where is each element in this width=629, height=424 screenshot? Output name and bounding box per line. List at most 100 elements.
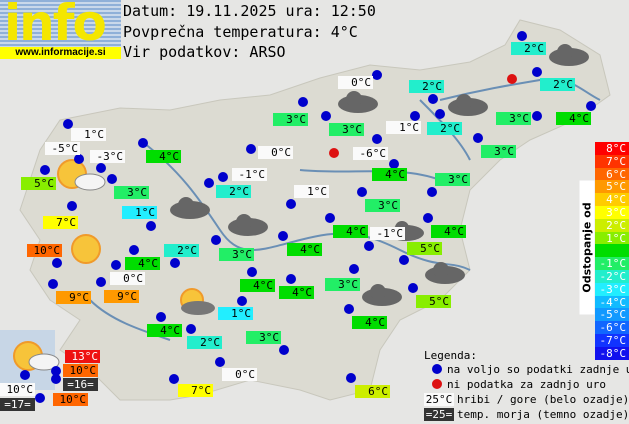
station-marker[interactable] — [51, 366, 61, 376]
site-url[interactable]: www.informacije.si — [0, 47, 121, 59]
logo: info — [0, 0, 121, 47]
station-temperature-label: 2°C — [216, 185, 251, 198]
station-marker[interactable] — [286, 274, 296, 284]
station-marker[interactable] — [278, 231, 288, 241]
scale-entry: -7°C — [595, 333, 629, 347]
legend-missing: ni podatka za zadnjo uro — [424, 378, 606, 391]
station-temperature-label: -1°C — [232, 168, 267, 181]
station-marker[interactable] — [186, 324, 196, 334]
station-marker[interactable] — [344, 304, 354, 314]
station-marker[interactable] — [96, 163, 106, 173]
station-temperature-label: 3°C — [435, 173, 470, 186]
station-marker[interactable] — [51, 374, 61, 384]
station-marker[interactable] — [325, 213, 335, 223]
station-marker[interactable] — [321, 111, 331, 121]
scale-entry: 7°C — [595, 154, 629, 168]
station-marker[interactable] — [215, 357, 225, 367]
cloud-icon — [338, 91, 378, 113]
station-marker[interactable] — [40, 165, 50, 175]
station-marker[interactable] — [35, 393, 45, 403]
station-marker[interactable] — [372, 134, 382, 144]
station-missing-marker[interactable] — [329, 148, 339, 158]
station-marker[interactable] — [346, 373, 356, 383]
legend-available-text: na voljo so podatki zadnje ure — [447, 363, 629, 376]
station-marker[interactable] — [298, 97, 308, 107]
sun-cloud-icon — [180, 288, 215, 315]
station-marker[interactable] — [357, 187, 367, 197]
station-marker[interactable] — [96, 277, 106, 287]
scale-entry: 2°C — [595, 218, 629, 232]
station-marker[interactable] — [67, 201, 77, 211]
station-marker[interactable] — [423, 213, 433, 223]
station-marker[interactable] — [218, 172, 228, 182]
station-marker[interactable] — [428, 94, 438, 104]
station-marker[interactable] — [237, 296, 247, 306]
station-temperature-label: -6°C — [353, 147, 388, 160]
station-temperature-label: 3°C — [273, 113, 308, 126]
station-marker[interactable] — [389, 159, 399, 169]
station-marker[interactable] — [427, 187, 437, 197]
station-marker[interactable] — [63, 119, 73, 129]
station-marker[interactable] — [211, 235, 221, 245]
station-marker[interactable] — [204, 178, 214, 188]
station-marker[interactable] — [247, 267, 257, 277]
scale-entry: -3°C — [595, 282, 629, 296]
station-temperature-label: 2°C — [164, 244, 199, 257]
station-temperature-label: 1°C — [386, 121, 421, 134]
station-temperature-label: 10°C — [53, 393, 88, 406]
average-temperature: Povprečna temperatura: 4°C — [123, 23, 358, 41]
station-marker[interactable] — [349, 264, 359, 274]
station-temperature-label: 4°C — [372, 168, 407, 181]
station-marker[interactable] — [52, 258, 62, 268]
station-marker[interactable] — [399, 255, 409, 265]
sea-sample: =25= — [424, 408, 454, 421]
station-temperature-label: 4°C — [125, 257, 160, 270]
station-marker[interactable] — [408, 283, 418, 293]
station-marker[interactable] — [138, 138, 148, 148]
station-marker[interactable] — [156, 312, 166, 322]
station-marker[interactable] — [517, 31, 527, 41]
station-temperature-label: 3°C — [325, 278, 360, 291]
station-temperature-label: 1°C — [71, 128, 106, 141]
station-marker[interactable] — [410, 111, 420, 121]
station-marker[interactable] — [111, 260, 121, 270]
station-marker[interactable] — [586, 101, 596, 111]
station-marker[interactable] — [279, 345, 289, 355]
legend-sea: =25= temp. morja (temno ozadje) — [424, 408, 629, 421]
station-temperature-label: 3°C — [329, 123, 364, 136]
station-marker[interactable] — [532, 111, 542, 121]
station-marker[interactable] — [20, 370, 30, 380]
station-temperature-label: 1°C — [294, 185, 329, 198]
station-temperature-label: 4°C — [146, 150, 181, 163]
station-temperature-label: 9°C — [104, 290, 139, 303]
station-marker[interactable] — [48, 279, 58, 289]
station-temperature-label: 1°C — [122, 206, 157, 219]
station-marker[interactable] — [107, 174, 117, 184]
cloud-icon — [170, 197, 210, 219]
scale-entry: 8°C — [595, 142, 629, 155]
station-missing-marker[interactable] — [507, 74, 517, 84]
station-temperature-label: 10°C — [63, 364, 98, 377]
station-marker[interactable] — [435, 109, 445, 119]
station-marker[interactable] — [129, 245, 139, 255]
station-temperature-label: 3°C — [496, 112, 531, 125]
station-temperature-label: 0°C — [258, 146, 293, 159]
station-temperature-label: =17= — [0, 398, 35, 411]
station-marker[interactable] — [532, 67, 542, 77]
station-temperature-label: 4°C — [352, 316, 387, 329]
cloud-icon — [549, 44, 589, 66]
station-marker[interactable] — [170, 258, 180, 268]
station-marker[interactable] — [286, 199, 296, 209]
station-temperature-label: 2°C — [427, 122, 462, 135]
station-marker[interactable] — [74, 154, 84, 164]
station-temperature-label: 3°C — [114, 186, 149, 199]
station-marker[interactable] — [246, 144, 256, 154]
station-marker[interactable] — [169, 374, 179, 384]
station-temperature-label: 4°C — [333, 225, 368, 238]
station-temperature-label: 3°C — [219, 248, 254, 261]
station-marker[interactable] — [372, 70, 382, 80]
station-marker[interactable] — [146, 221, 156, 231]
station-marker[interactable] — [364, 241, 374, 251]
station-marker[interactable] — [473, 133, 483, 143]
legend-title: Legenda: — [424, 349, 477, 362]
